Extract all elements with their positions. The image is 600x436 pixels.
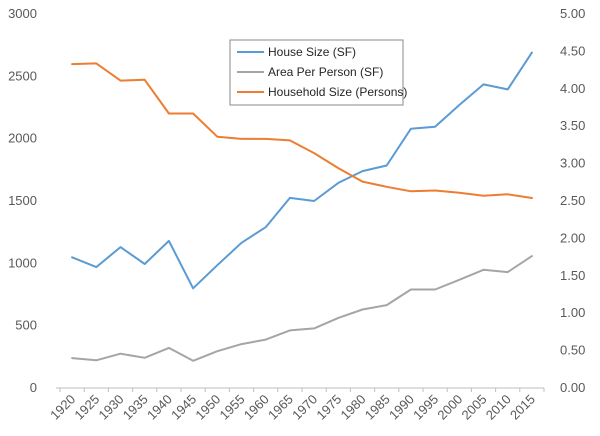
x-tick-label: 2000 <box>434 392 465 423</box>
legend-label: Household Size (Persons) <box>268 85 407 99</box>
y2-tick-label: 0.50 <box>560 343 585 358</box>
y2-tick-label: 3.50 <box>560 118 585 133</box>
y2-tick-label: 4.00 <box>560 81 585 96</box>
series-line-1 <box>71 255 533 362</box>
x-tick-label: 1965 <box>265 392 296 423</box>
y2-tick-label: 3.00 <box>560 156 585 171</box>
x-tick-label: 1925 <box>71 392 102 423</box>
y-tick-label: 3000 <box>8 6 37 21</box>
x-tick-label: 1945 <box>168 392 199 423</box>
legend-label: House Size (SF) <box>268 45 356 59</box>
y2-tick-label: 1.50 <box>560 268 585 283</box>
y2-tick-label: 4.50 <box>560 43 585 58</box>
x-tick-label: 2015 <box>507 392 538 423</box>
x-tick-label: 1920 <box>47 392 78 423</box>
left-axis-ticks: 0 500 1000 1500 2000 2500 3000 <box>8 6 37 395</box>
legend: House Size (SF) Area Per Person (SF) House… <box>229 39 407 106</box>
y-tick-label: 0 <box>30 380 37 395</box>
series-layer <box>71 51 533 362</box>
y2-tick-label: 2.00 <box>560 230 585 245</box>
x-tick-label: 1990 <box>386 392 417 423</box>
y-tick-label: 1000 <box>8 255 37 270</box>
x-tick-label: 2010 <box>483 392 514 423</box>
series-line-0 <box>71 51 533 290</box>
x-tick-label: 1940 <box>144 392 175 423</box>
y-tick-label: 500 <box>15 318 37 333</box>
y-tick-label: 2500 <box>8 68 37 83</box>
x-tick-label: 1970 <box>289 392 320 423</box>
y2-tick-label: 1.00 <box>560 305 585 320</box>
x-axis-ticks: 1920192519301935194019451950195519601965… <box>47 388 545 423</box>
x-tick-label: 1980 <box>338 392 369 423</box>
right-axis-ticks: 0.00 0.50 1.00 1.50 2.00 2.50 3.00 3.50 4.00 4.50… <box>560 6 585 395</box>
y2-tick-label: 5.00 <box>560 6 585 21</box>
x-tick-label: 2005 <box>459 392 490 423</box>
y2-tick-label: 0.00 <box>560 380 585 395</box>
y-tick-label: 1500 <box>8 193 37 208</box>
x-tick-label: 1975 <box>313 392 344 423</box>
y-tick-label: 2000 <box>8 131 37 146</box>
legend-label: Area Per Person (SF) <box>268 65 383 79</box>
x-tick-label: 1995 <box>410 392 441 423</box>
x-tick-label: 1930 <box>96 392 127 423</box>
series-line-2 <box>71 62 533 199</box>
y2-tick-label: 2.50 <box>560 193 585 208</box>
x-tick-label: 1935 <box>120 392 151 423</box>
x-tick-label: 1955 <box>217 392 248 423</box>
x-tick-label: 1960 <box>241 392 272 423</box>
x-tick-label: 1985 <box>362 392 393 423</box>
x-tick-label: 1950 <box>192 392 223 423</box>
